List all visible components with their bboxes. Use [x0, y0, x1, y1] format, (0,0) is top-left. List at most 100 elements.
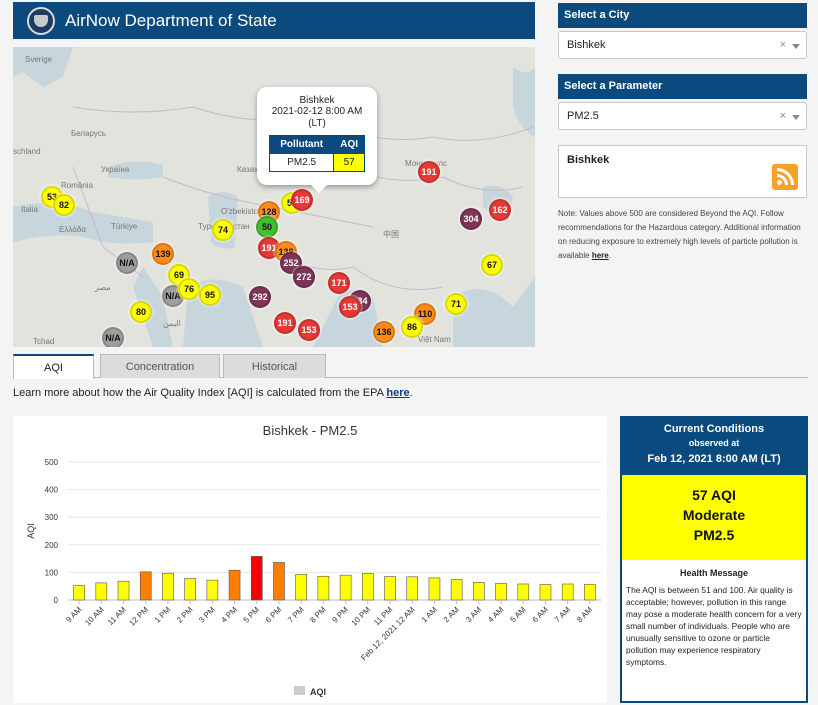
bar: [428, 577, 441, 601]
y-tick-label: 500: [45, 458, 59, 467]
city-select-value: Bishkek: [567, 39, 606, 51]
parameter-select[interactable]: PM2.5 ×: [558, 102, 807, 130]
aqi-marker[interactable]: N/A: [116, 252, 138, 274]
parameter-select-header: Select a Parameter: [558, 74, 807, 99]
aqi-marker[interactable]: 80: [130, 301, 152, 323]
x-tick-label: 7 PM: [286, 605, 306, 625]
aqi-marker[interactable]: 153: [298, 319, 320, 341]
map-label: O'zbekiston: [221, 207, 263, 216]
y-tick-label: 400: [45, 486, 59, 495]
bar: [317, 575, 330, 601]
current-category: Moderate: [682, 507, 746, 523]
chevron-down-icon[interactable]: [792, 115, 800, 120]
aqi-marker[interactable]: 169: [291, 189, 313, 211]
aqi-marker[interactable]: 292: [249, 286, 271, 308]
aqi-marker[interactable]: 86: [401, 316, 423, 338]
bar: [139, 571, 152, 601]
location-box: Bishkek: [558, 145, 807, 198]
aqi-marker[interactable]: 191: [274, 312, 296, 334]
health-message-text: The AQI is between 51 and 100. Air quali…: [626, 585, 802, 667]
current-conditions: Current Conditions observed at Feb 12, 2…: [620, 416, 808, 703]
note-link[interactable]: here: [591, 251, 609, 260]
app-title: AirNow Department of State: [65, 10, 277, 30]
state-seal-icon: [27, 6, 55, 35]
bar: [450, 579, 463, 601]
aqi-marker[interactable]: 139: [152, 243, 174, 265]
bar: [384, 576, 396, 601]
bar: [117, 580, 130, 601]
x-tick-label: 2 AM: [442, 605, 461, 624]
bar: [206, 579, 219, 601]
bar: [406, 576, 419, 601]
aqi-marker[interactable]: 95: [199, 284, 221, 306]
popup-table: Pollutant AQI PM2.5 57: [268, 135, 365, 172]
legend-swatch: [294, 686, 305, 695]
current-aqi: 57 AQI: [692, 487, 736, 503]
aqi-marker[interactable]: 162: [489, 199, 511, 221]
popup-datetime: 2021-02-12 8:00 AM: [271, 106, 363, 117]
bar: [273, 562, 285, 601]
chevron-down-icon[interactable]: [792, 44, 800, 49]
tab-historical[interactable]: Historical: [223, 354, 326, 378]
y-tick-label: 300: [45, 513, 59, 522]
x-tick-label: 8 AM: [575, 605, 594, 624]
x-tick-label: 6 AM: [531, 605, 550, 624]
y-tick-label: 100: [45, 568, 59, 577]
aqi-marker[interactable]: 67: [481, 254, 503, 276]
aqi-chart-panel: Bishkek - PM2.5 0 100 200 300 400 500 AQI 9 AM 10…: [13, 416, 607, 703]
map-label: Україна: [101, 165, 130, 174]
x-tick-label: 2 PM: [175, 605, 195, 625]
map-label: Sverige: [25, 55, 53, 64]
clear-icon[interactable]: ×: [779, 39, 786, 51]
aqi-marker[interactable]: 71: [445, 293, 467, 315]
bar: [184, 578, 196, 601]
rss-feed-icon[interactable]: [772, 164, 798, 190]
x-tick-label: 1 PM: [153, 605, 173, 625]
aqi-marker[interactable]: 50: [256, 216, 278, 238]
bar: [339, 574, 352, 601]
tab-concentration[interactable]: Concentration: [100, 354, 220, 378]
app-header: AirNow Department of State: [13, 2, 535, 39]
aqi-marker[interactable]: 171: [328, 272, 350, 294]
aqi-marker[interactable]: 136: [373, 321, 395, 343]
aqi-marker[interactable]: N/A: [102, 327, 124, 347]
x-tick-label: 3 PM: [197, 605, 217, 625]
aqi-marker[interactable]: 82: [53, 194, 75, 216]
aqi-marker[interactable]: 153: [339, 296, 361, 318]
tab-aqi[interactable]: AQI: [13, 354, 94, 379]
tab-bar: AQI Concentration Historical: [13, 354, 808, 379]
x-tick-label: 4 PM: [219, 605, 239, 625]
learn-link[interactable]: here: [386, 387, 410, 399]
aqi-marker[interactable]: 272: [293, 266, 315, 288]
bar: [539, 584, 552, 601]
popup-city: Bishkek: [299, 95, 335, 106]
x-tick-label: 9 AM: [64, 605, 83, 624]
current-observed: observed at: [688, 438, 740, 448]
aqi-map[interactable]: Sverige Беларусь Україна România Italia …: [13, 47, 535, 347]
current-datetime: Feb 12, 2021 8:00 AM (LT): [647, 453, 781, 465]
map-label: Việt Nam: [418, 335, 451, 344]
aqi-marker[interactable]: 76: [178, 278, 200, 300]
aqi-marker[interactable]: 74: [212, 219, 234, 241]
city-select[interactable]: Bishkek ×: [558, 31, 807, 59]
aqi-marker[interactable]: 304: [460, 208, 482, 230]
learn-more: Learn more about how the Air Quality Ind…: [13, 387, 413, 399]
bar: [517, 583, 530, 601]
y-tick-label: 0: [54, 596, 59, 605]
bar: [473, 582, 485, 601]
learn-end: .: [409, 387, 413, 399]
current-conditions-header: Current Conditions observed at Feb 12, 2…: [622, 418, 806, 475]
bar: [584, 583, 596, 601]
map-label: Беларусь: [71, 129, 106, 138]
x-tick-label: 1 AM: [420, 605, 439, 624]
x-tick-label: 11 AM: [106, 605, 128, 627]
aqi-marker[interactable]: 191: [418, 161, 440, 183]
clear-icon[interactable]: ×: [779, 110, 786, 122]
popup-col-aqi: AQI: [333, 135, 365, 154]
x-tick-label: 6 PM: [264, 605, 284, 625]
x-tick-label: 4 AM: [486, 605, 505, 624]
map-label: schland: [13, 147, 41, 156]
x-tick-label: 10 AM: [83, 605, 106, 628]
bar: [250, 556, 263, 601]
